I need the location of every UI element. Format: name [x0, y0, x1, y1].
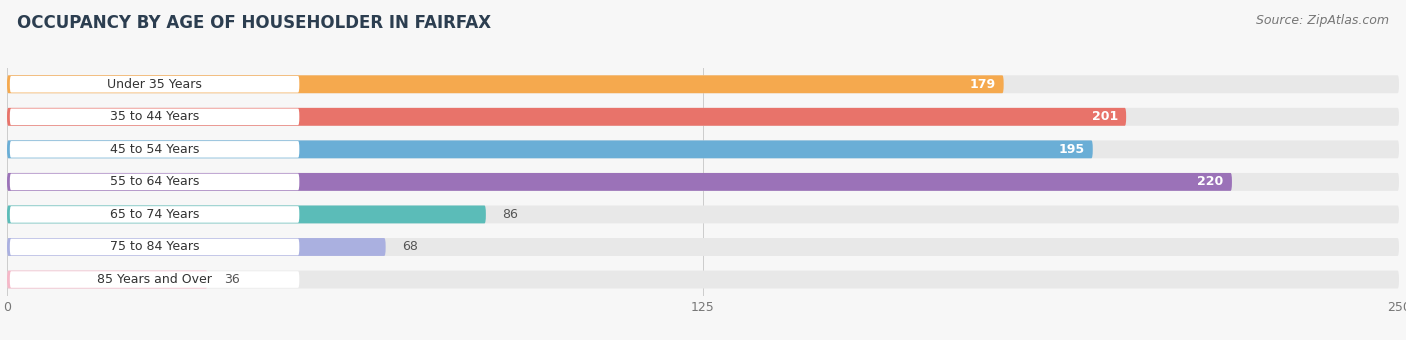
FancyBboxPatch shape: [7, 108, 1399, 126]
Text: 36: 36: [224, 273, 240, 286]
FancyBboxPatch shape: [10, 206, 299, 223]
FancyBboxPatch shape: [7, 75, 1399, 93]
FancyBboxPatch shape: [10, 239, 299, 255]
FancyBboxPatch shape: [7, 238, 1399, 256]
FancyBboxPatch shape: [7, 271, 1399, 288]
FancyBboxPatch shape: [10, 174, 299, 190]
FancyBboxPatch shape: [7, 173, 1232, 191]
FancyBboxPatch shape: [10, 76, 299, 92]
FancyBboxPatch shape: [7, 205, 486, 223]
FancyBboxPatch shape: [7, 108, 1126, 126]
FancyBboxPatch shape: [7, 140, 1399, 158]
Text: 201: 201: [1091, 110, 1118, 123]
Text: Under 35 Years: Under 35 Years: [107, 78, 202, 91]
Text: 68: 68: [402, 240, 418, 254]
FancyBboxPatch shape: [7, 75, 1004, 93]
Text: 55 to 64 Years: 55 to 64 Years: [110, 175, 200, 188]
FancyBboxPatch shape: [7, 271, 208, 288]
FancyBboxPatch shape: [7, 238, 385, 256]
FancyBboxPatch shape: [7, 205, 1399, 223]
Text: 86: 86: [502, 208, 519, 221]
FancyBboxPatch shape: [10, 141, 299, 158]
Text: 75 to 84 Years: 75 to 84 Years: [110, 240, 200, 254]
Text: Source: ZipAtlas.com: Source: ZipAtlas.com: [1256, 14, 1389, 27]
Text: 65 to 74 Years: 65 to 74 Years: [110, 208, 200, 221]
FancyBboxPatch shape: [10, 108, 299, 125]
FancyBboxPatch shape: [10, 271, 299, 288]
FancyBboxPatch shape: [7, 140, 1092, 158]
Text: 45 to 54 Years: 45 to 54 Years: [110, 143, 200, 156]
Text: 35 to 44 Years: 35 to 44 Years: [110, 110, 200, 123]
Text: 85 Years and Over: 85 Years and Over: [97, 273, 212, 286]
Text: OCCUPANCY BY AGE OF HOUSEHOLDER IN FAIRFAX: OCCUPANCY BY AGE OF HOUSEHOLDER IN FAIRF…: [17, 14, 491, 32]
Text: 195: 195: [1059, 143, 1084, 156]
Text: 179: 179: [969, 78, 995, 91]
Text: 220: 220: [1198, 175, 1223, 188]
FancyBboxPatch shape: [7, 173, 1399, 191]
